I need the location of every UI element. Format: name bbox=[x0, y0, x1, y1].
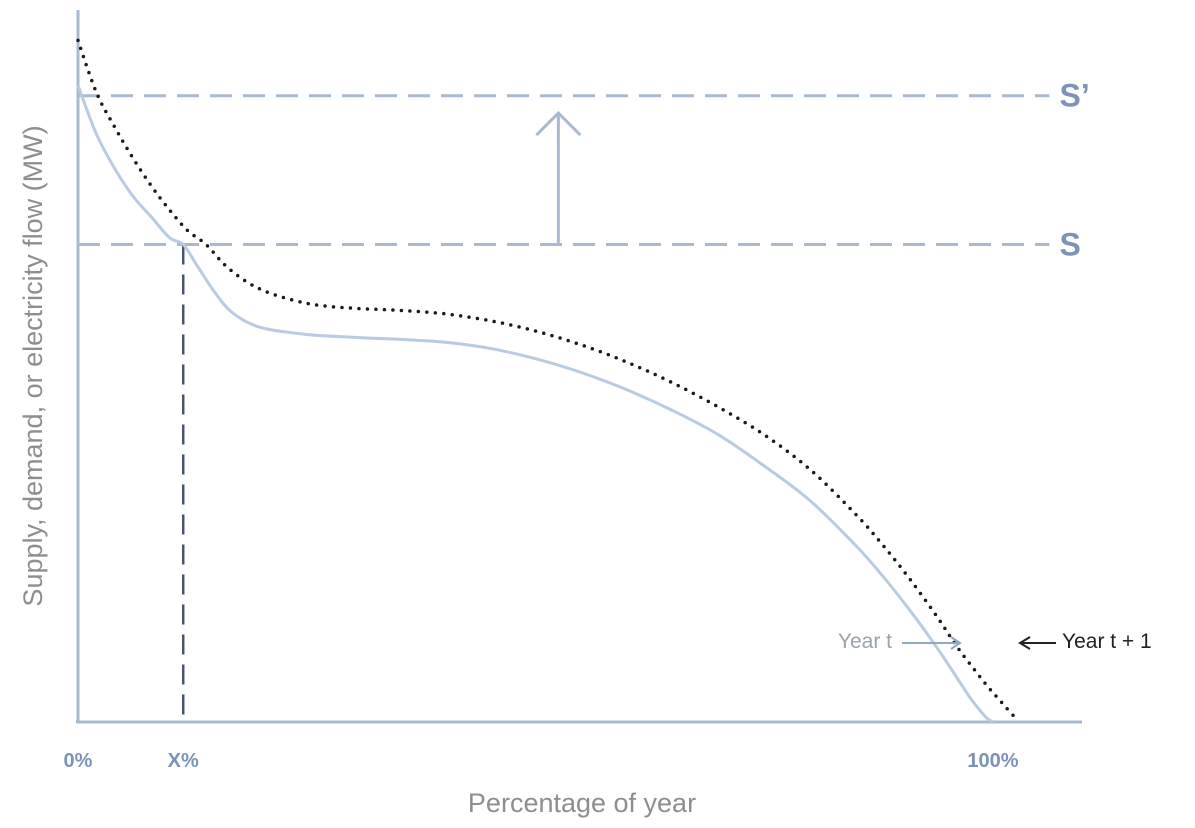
curve-labels: Year t Year t + 1 bbox=[838, 630, 1152, 653]
series-line-1 bbox=[76, 38, 1018, 721]
x-tick-labels: 0% X% 100% bbox=[64, 750, 1019, 772]
year-t1-arrow-head bbox=[1018, 636, 1031, 650]
supply-level-label-1: S’ bbox=[1060, 78, 1090, 114]
x-axis-title: Percentage of year bbox=[468, 788, 696, 818]
supply-level-label-0: S bbox=[1060, 227, 1081, 263]
year-t-plus-1-label: Year t + 1 bbox=[1062, 630, 1152, 653]
series-group bbox=[76, 38, 1018, 724]
series-line-0 bbox=[76, 84, 994, 724]
y-axis-title: Supply, demand, or electricity flow (MW) bbox=[18, 125, 48, 606]
x-tick-label-1: X% bbox=[168, 750, 199, 772]
x-tick-label-2: 100% bbox=[967, 750, 1018, 772]
axes bbox=[76, 10, 1082, 724]
year-t-label: Year t bbox=[838, 630, 892, 653]
x-tick-label-0: 0% bbox=[64, 750, 93, 772]
year-t-arrow-head bbox=[950, 636, 962, 650]
supply-levels: S S’ bbox=[78, 78, 1090, 263]
shift-arrow-head bbox=[535, 110, 582, 137]
